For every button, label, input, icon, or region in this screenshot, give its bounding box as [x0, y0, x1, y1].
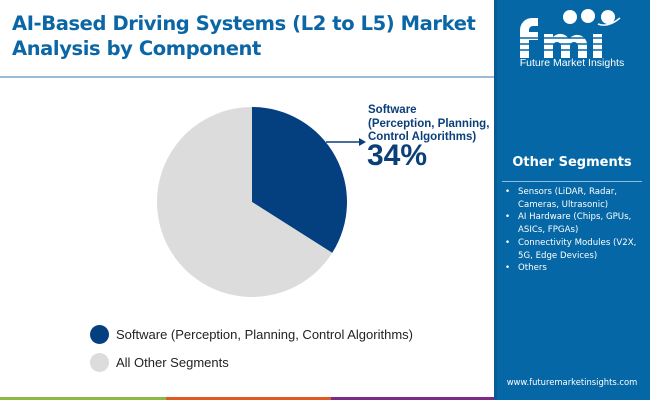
legend-item-other: All Other Segments	[90, 350, 413, 374]
pie-slice-other-segments	[157, 107, 333, 297]
accent-bar-orange	[166, 397, 331, 400]
panel-edge	[494, 0, 497, 400]
segment-item: Others	[502, 262, 648, 275]
right-panel: Future Market Insights Other Segments Se…	[494, 0, 650, 400]
segment-item: Sensors (LiDAR, Radar, Cameras, Ultrason…	[502, 186, 648, 211]
pie-chart	[157, 107, 366, 297]
segment-item: Connectivity Modules (V2X, 5G, Edge Devi…	[502, 237, 648, 262]
legend: Software (Perception, Planning, Control …	[90, 322, 413, 378]
legend-swatch-other	[90, 352, 109, 372]
page-title: AI-Based Driving Systems (L2 to L5) Mark…	[12, 11, 492, 61]
pie-slice-software	[252, 107, 348, 253]
accent-bar-green	[0, 397, 166, 400]
legend-swatch-software	[90, 324, 109, 344]
pie-slices	[157, 107, 348, 297]
accent-bar-purple	[331, 397, 494, 400]
segment-item: AI Hardware (Chips, GPUs, ASICs, FPGAs)	[502, 211, 648, 236]
other-segments-list: Sensors (LiDAR, Radar, Cameras, Ultrason…	[502, 186, 648, 275]
callout-percent: 34%	[367, 139, 428, 172]
fmi-logo	[514, 9, 621, 58]
other-segments-divider	[502, 181, 642, 182]
title-line-1: AI-Based Driving Systems (L2 to L5) Mark…	[12, 12, 476, 35]
other-segments-title: Other Segments	[512, 155, 632, 170]
legend-label: Software (Perception, Planning, Control …	[116, 326, 413, 342]
callout-arrow	[326, 138, 366, 146]
brand-name: Future Market Insights	[519, 57, 625, 69]
title-line-2: Analysis by Component	[12, 37, 261, 60]
website-url: www.futuremarketinsights.com	[506, 377, 638, 387]
title-divider	[0, 76, 494, 78]
legend-label: All Other Segments	[116, 354, 229, 370]
callout-label: Software (Perception, Planning, Control …	[368, 104, 490, 143]
legend-item-software: Software (Perception, Planning, Control …	[90, 322, 413, 346]
